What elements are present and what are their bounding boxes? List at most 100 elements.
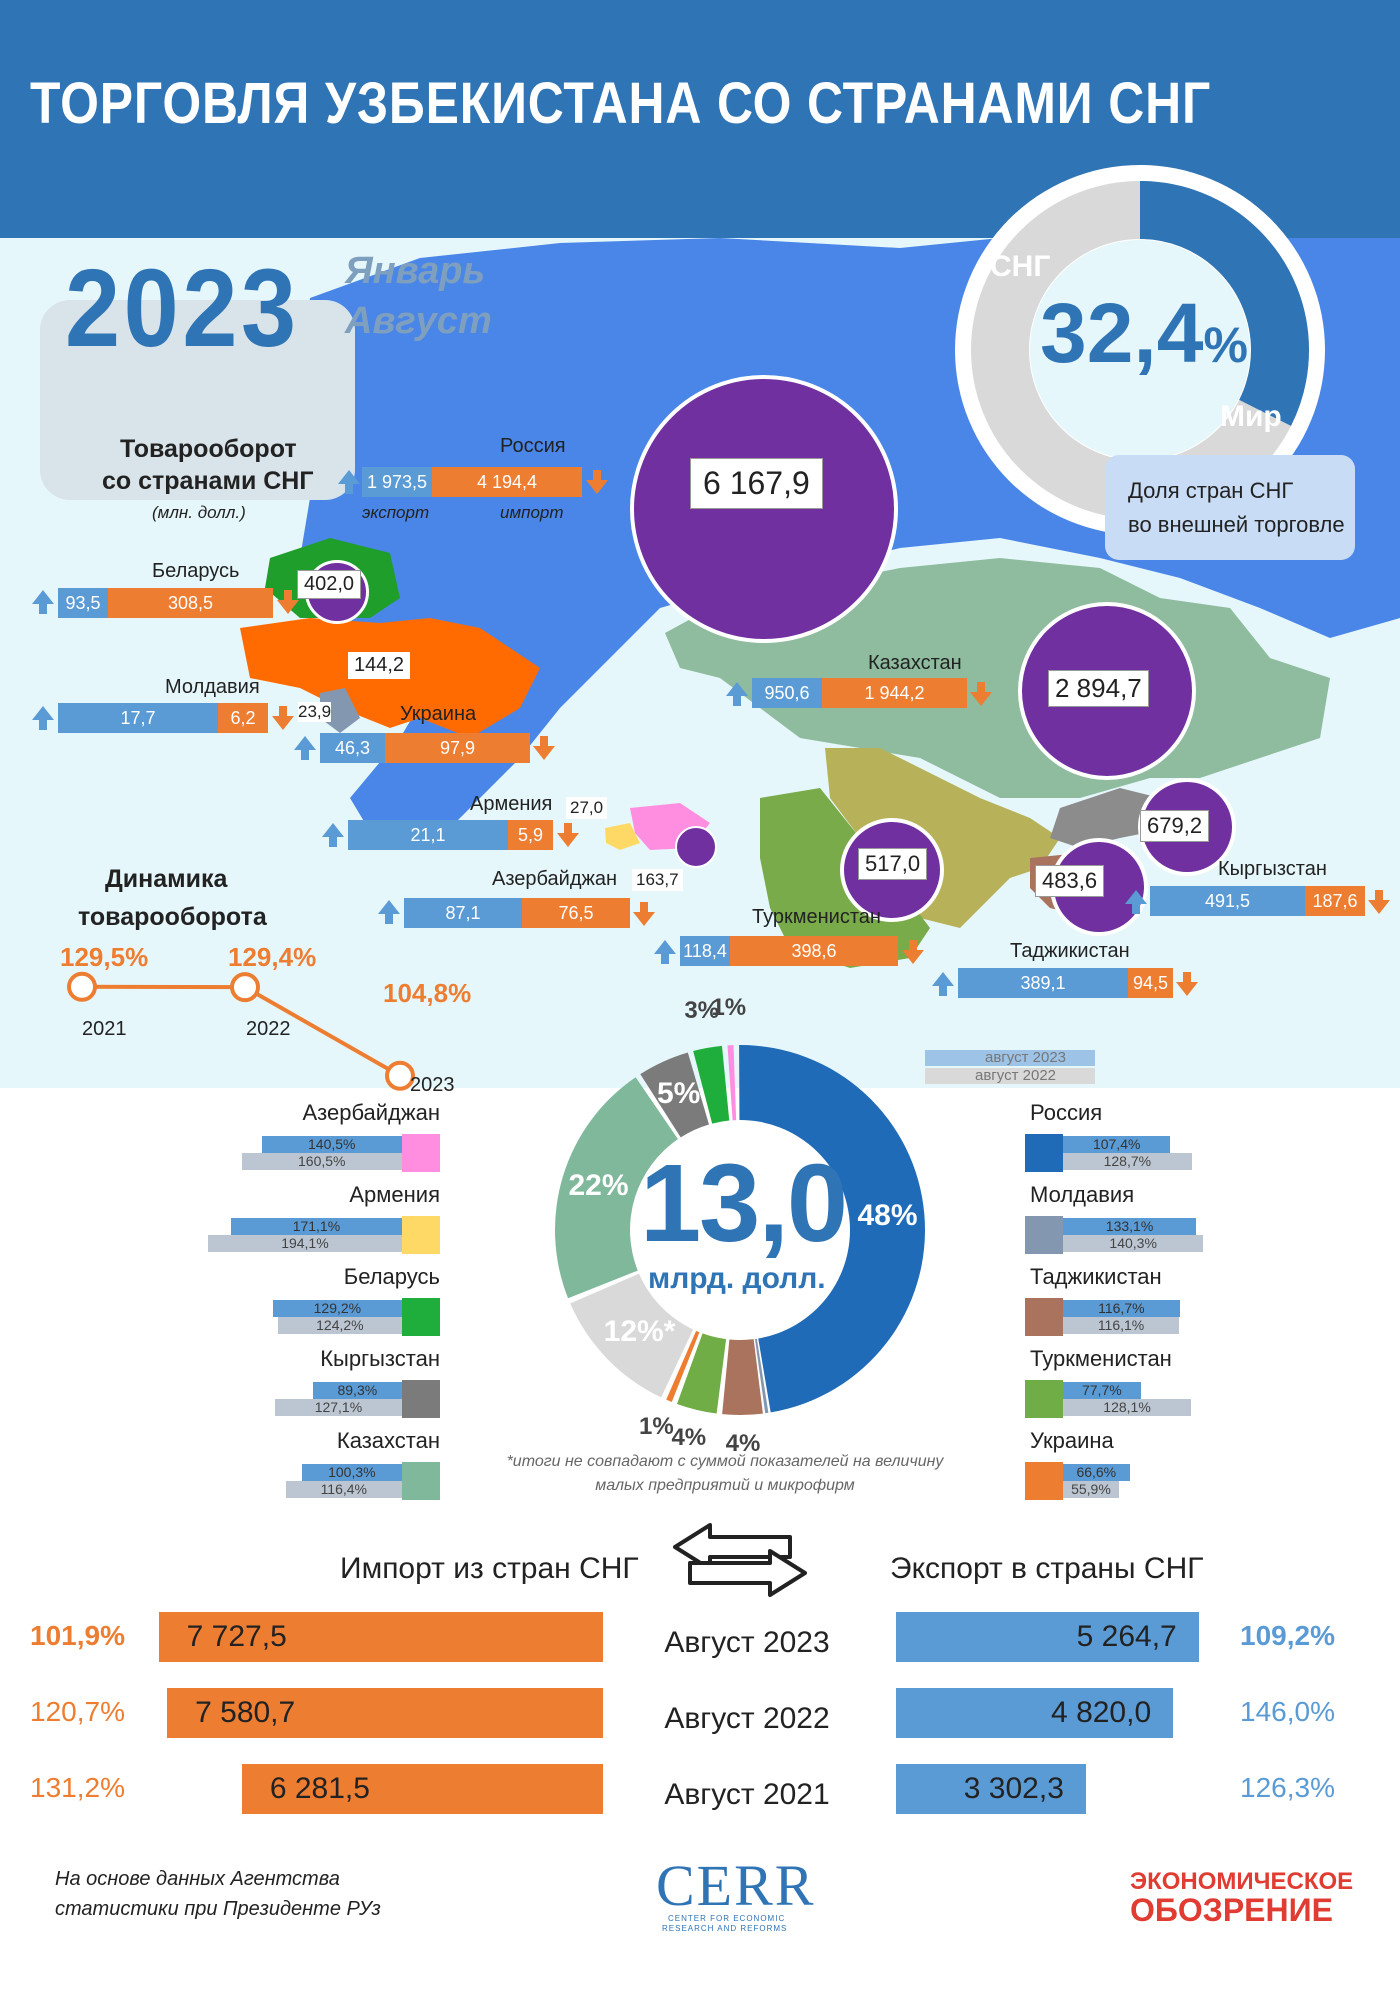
import-bar-1: 7 580,7	[167, 1688, 603, 1738]
moldova-export-bar: 17,7	[58, 703, 218, 733]
turkmenistan-import-arrow	[902, 940, 924, 964]
share-caption-line2: во внешней торговле	[1128, 512, 1345, 537]
compare-left-swatch-1	[402, 1216, 440, 1254]
armenia-import-arrow	[557, 823, 579, 847]
compare-left-name-4: Казахстан	[336, 1428, 440, 1453]
export-growth-1: 146,0%	[1240, 1696, 1335, 1727]
cerr-logo: CERR	[656, 1853, 816, 1918]
donut-label-9: 1%	[711, 994, 747, 1022]
dynamics-point-2022	[230, 972, 260, 1003]
donut-label-5: 12%*	[603, 1314, 676, 1348]
compare-right-bar-2023-2: 116,7%	[1063, 1300, 1180, 1317]
dynamics-year-2023: 2023	[410, 1074, 455, 1096]
belarus-total: 402,0	[297, 570, 362, 599]
share-world-label: Мир	[1220, 400, 1282, 433]
legend-2022-swatch	[925, 1068, 1095, 1084]
azerbaijan-import-bar: 76,5	[522, 898, 630, 928]
compare-right-swatch-3	[1025, 1380, 1063, 1418]
donut-label-7: 5%	[656, 1077, 701, 1111]
russia-import-bar: 4 194,4	[432, 467, 582, 497]
exchange-arrows-icon	[673, 1523, 807, 1597]
share-percent-sign: %	[1203, 317, 1248, 373]
kyrgyzstan-import-bar: 187,6	[1305, 886, 1365, 916]
turkmenistan-export-arrow	[654, 940, 676, 964]
brand-line-1: ЭКОНОМИЧЕСКОЕ	[1130, 1868, 1354, 1895]
belarus-export-bar: 93,5	[58, 588, 108, 618]
export-bar-0: 5 264,7	[896, 1612, 1199, 1662]
kazakhstan-name: Казахстан	[868, 652, 962, 674]
russia-import-label: импорт	[500, 503, 564, 522]
kazakhstan-export-bar: 950,6	[752, 678, 822, 708]
donut-footnote: *итоги не совпадают с суммой показателей…	[506, 1453, 944, 1494]
donut-label-6: 22%	[568, 1168, 629, 1202]
period-label-2: Август 2021	[664, 1778, 830, 1811]
moldova-name: Молдавия	[165, 676, 260, 698]
legend-2023-swatch	[925, 1050, 1095, 1066]
import-title: Импорт из стран СНГ	[340, 1552, 639, 1585]
donut-slice-0	[739, 1045, 925, 1413]
russia-total: 6 167,9	[690, 458, 823, 509]
uzbekistan-shape	[825, 748, 1060, 928]
compare-right-name-2: Таджикистан	[1030, 1264, 1162, 1289]
compare-left-swatch-0	[402, 1134, 440, 1172]
tajikistan-total: 483,6	[1035, 865, 1105, 897]
azerbaijan-total-circle	[675, 826, 717, 868]
kazakhstan-export-arrow	[726, 682, 748, 706]
compare-right-bar-2023-4: 66,6%	[1063, 1464, 1130, 1481]
turnover-title-2: со странами СНГ	[102, 467, 314, 495]
compare-right-name-0: Россия	[1030, 1100, 1103, 1125]
share-donut	[955, 165, 1325, 535]
donut-slice-7	[640, 1052, 709, 1138]
compare-left-bar-2023-0: 140,5%	[261, 1136, 402, 1153]
kazakhstan-total: 2 894,7	[1048, 670, 1149, 707]
azerbaijan-total: 163,7	[632, 869, 683, 891]
donut-slice-8	[693, 1045, 730, 1124]
compare-left-bar-2023-3: 89,3%	[312, 1382, 402, 1399]
azerbaijan-name: Азербайджан	[492, 868, 618, 890]
donut-slice-5	[570, 1273, 694, 1398]
tajikistan-name: Таджикистан	[1010, 940, 1130, 962]
export-growth-2: 126,3%	[1240, 1772, 1335, 1803]
compare-left-bar-2023-4: 100,3%	[301, 1464, 402, 1481]
compare-left-bar-2022-4: 116,4%	[285, 1481, 402, 1498]
compare-right-swatch-4	[1025, 1462, 1063, 1500]
compare-left-swatch-4	[402, 1462, 440, 1500]
share-cis-label: СНГ	[990, 250, 1051, 283]
donut-slice-4	[666, 1330, 700, 1402]
azerbaijan-import-arrow	[633, 902, 655, 926]
tajikistan-export-bar: 389,1	[958, 968, 1128, 998]
compare-right-swatch-2	[1025, 1298, 1063, 1336]
dynamics-point-2023	[385, 1060, 415, 1091]
import-growth-0: 101,9%	[30, 1620, 125, 1651]
compare-right-swatch-0	[1025, 1134, 1063, 1172]
kyrgyzstan-import-arrow	[1368, 890, 1390, 914]
turkmenistan-name: Туркменистан	[752, 906, 881, 928]
kazakhstan-import-bar: 1 944,2	[822, 678, 967, 708]
period-label-1: Август 2022	[664, 1702, 830, 1735]
dynamics-title-2: товарооборота	[78, 903, 267, 931]
ukraine-export-arrow	[294, 736, 316, 760]
export-bar-1: 4 820,0	[896, 1688, 1174, 1738]
turkmenistan-export-bar: 118,4	[680, 936, 730, 966]
donut-slice-2	[722, 1339, 763, 1415]
import-bar-2: 6 281,5	[241, 1764, 603, 1814]
donut-slice-1	[754, 1338, 769, 1414]
dynamics-value-2021: 129,5%	[60, 942, 149, 972]
donut-label-4: 1%	[638, 1413, 674, 1441]
compare-right-bar-2023-1: 133,1%	[1063, 1218, 1197, 1235]
russia-export-arrow	[338, 470, 360, 494]
compare-right-name-1: Молдавия	[1030, 1182, 1135, 1207]
compare-right-name-4: Украина	[1030, 1428, 1114, 1453]
donut-label-3: 4%	[671, 1423, 707, 1451]
donut-slice-9	[727, 1045, 737, 1121]
armenia-shape	[605, 823, 640, 850]
compare-left-bar-2022-2: 124,2%	[277, 1317, 402, 1334]
import-growth-1: 120,7%	[30, 1696, 125, 1727]
compare-left-bar-2022-1: 194,1%	[207, 1235, 402, 1252]
donut-total-unit: млрд. долл.	[648, 1262, 826, 1295]
source-line-1: На основе данных Агентства	[55, 1868, 340, 1890]
turkmenistan-total: 517,0	[858, 848, 928, 880]
dynamics-value-2022: 129,4%	[228, 942, 317, 972]
brand-line-2: ОБОЗРЕНИЕ	[1130, 1892, 1333, 1928]
dynamics-point-2021	[67, 971, 97, 1002]
